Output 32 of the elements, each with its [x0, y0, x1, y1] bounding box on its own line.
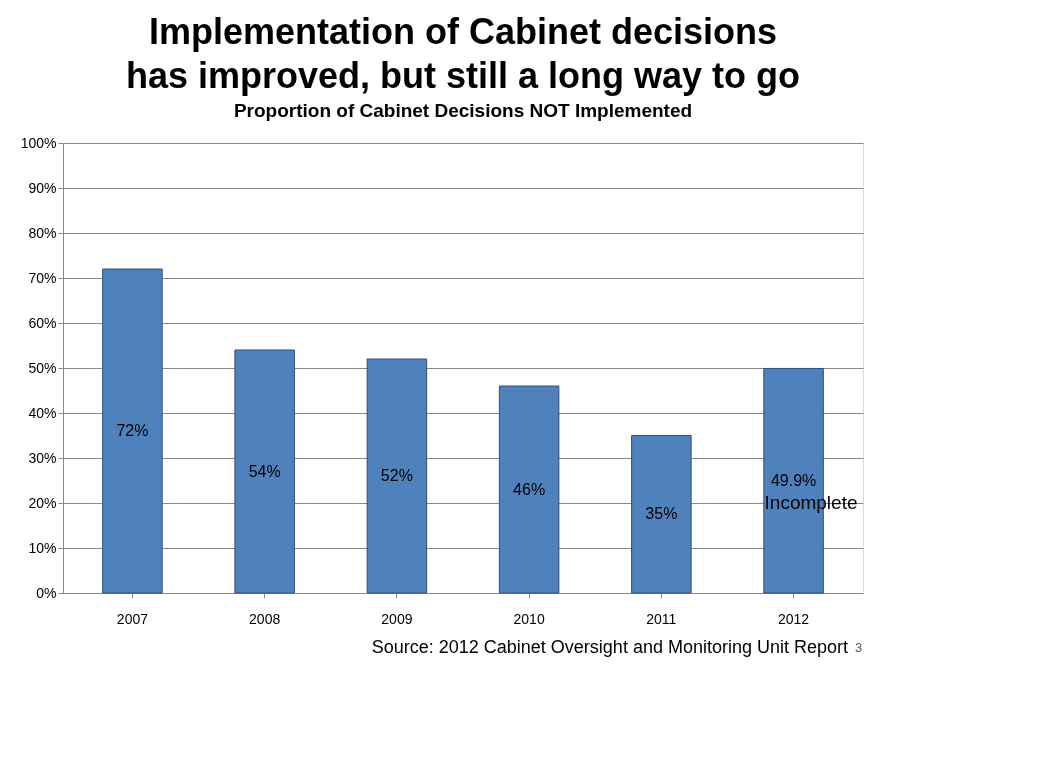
x-tick-label: 2010	[513, 610, 545, 627]
data-label: 35%	[645, 505, 678, 523]
source-note: Source: 2012 Cabinet Oversight and Monitoring Unit Report	[371, 637, 848, 657]
bar	[366, 358, 428, 594]
data-label: 54%	[248, 462, 281, 480]
data-label: 52%	[380, 467, 413, 484]
data-label: 49.9%	[770, 471, 817, 489]
text: 3	[855, 640, 863, 655]
y-tick-label: 10%	[28, 539, 57, 556]
y-tick-label: 90%	[28, 179, 57, 196]
bar	[234, 349, 295, 594]
y-tick-label: 50%	[28, 359, 57, 376]
x-tick-label: 2008	[249, 610, 281, 627]
x-tick-label: 2007	[116, 610, 149, 627]
data-label: 46%	[513, 480, 546, 498]
chart-subtitle: Proportion of Cabinet Decisions NOT Implemented	[233, 100, 693, 121]
y-tick-label: 30%	[28, 449, 57, 466]
data-label: 72%	[116, 422, 149, 439]
y-tick-label: 100%	[20, 134, 57, 151]
y-tick-label: 40%	[28, 404, 57, 421]
y-tick-label: 80%	[28, 224, 57, 241]
bar	[631, 435, 692, 594]
x-tick-label: 2009	[381, 610, 413, 627]
y-tick-label: 70%	[28, 269, 57, 286]
y-tick-label: 20%	[28, 494, 57, 511]
bar	[498, 385, 560, 594]
y-tick-label: 60%	[28, 314, 57, 331]
x-tick-label: 2011	[646, 610, 677, 627]
bar	[102, 268, 163, 594]
chart-title: Implementation of Cabinet decisions has improved, but still a long way to go	[125, 11, 801, 96]
x-tick-label: 2012	[778, 610, 810, 627]
y-tick-label: 0%	[36, 584, 57, 601]
